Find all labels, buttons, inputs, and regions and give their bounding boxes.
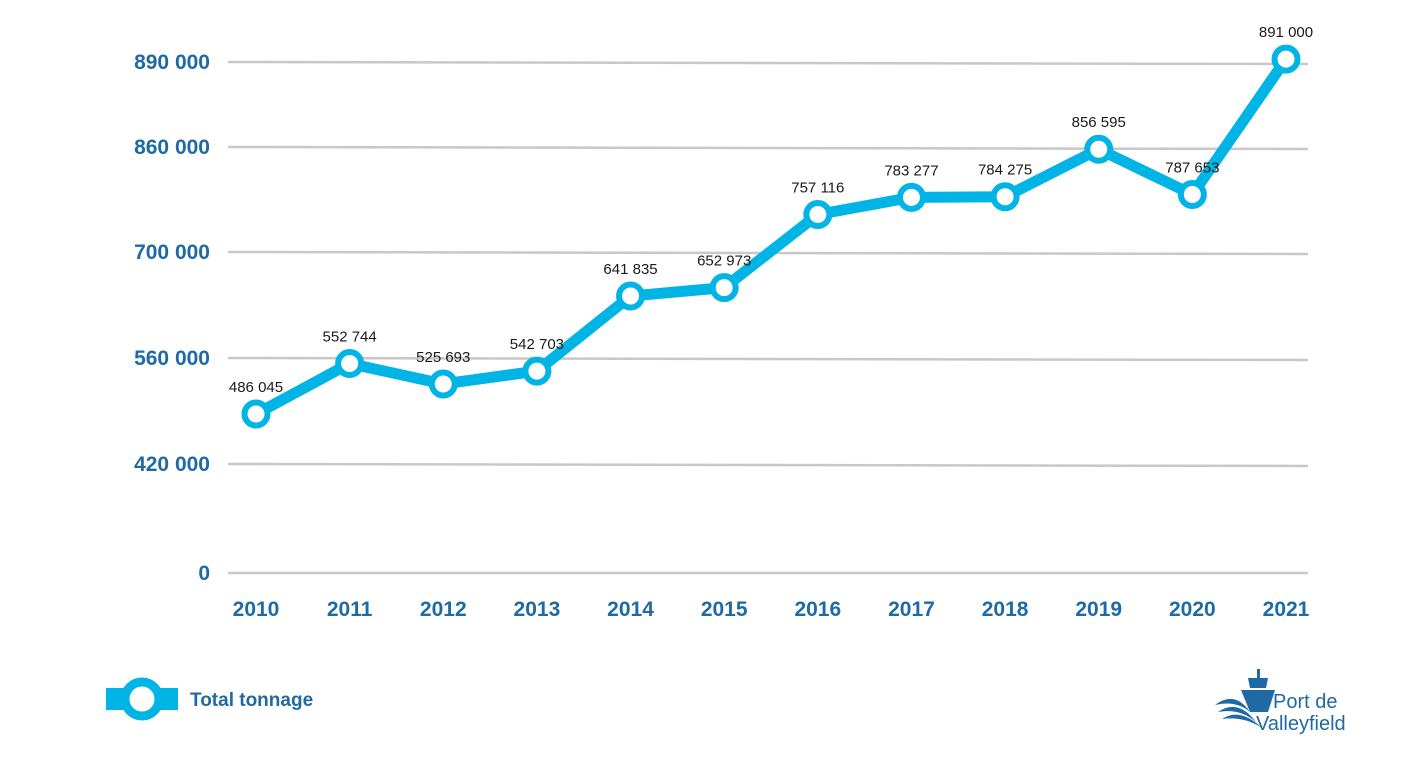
y-tick-label: 890 000 bbox=[134, 51, 210, 74]
data-point bbox=[990, 182, 1020, 212]
y-tick-label: 860 000 bbox=[134, 136, 210, 159]
x-tick-label: 2017 bbox=[888, 598, 935, 621]
logo-line1: Port de bbox=[1273, 691, 1337, 713]
x-tick-label: 2020 bbox=[1169, 598, 1216, 621]
x-tick-label: 2016 bbox=[794, 598, 841, 621]
data-label: 486 045 bbox=[229, 379, 283, 396]
x-tick-label: 2010 bbox=[233, 598, 280, 621]
data-label: 757 116 bbox=[791, 180, 844, 197]
x-tick-label: 2014 bbox=[607, 598, 654, 621]
gridline bbox=[227, 356, 1309, 362]
data-label: 787 653 bbox=[1165, 159, 1219, 176]
data-point bbox=[709, 273, 739, 303]
x-tick-label: 2012 bbox=[420, 598, 467, 621]
data-label: 525 693 bbox=[416, 349, 470, 366]
data-point bbox=[522, 356, 552, 386]
gridline bbox=[227, 145, 1309, 151]
logo-line2: Valleyfield bbox=[1256, 713, 1346, 735]
gridline bbox=[227, 462, 1309, 468]
gridline bbox=[227, 60, 1309, 66]
series-line bbox=[250, 53, 1292, 420]
port-logo: Port de Valleyfield bbox=[1215, 669, 1346, 735]
data-point bbox=[1177, 179, 1207, 209]
x-axis-ticks: 2010 2011 2012 2013 2014 2015 2016 2017 2018 2019… bbox=[233, 598, 1310, 621]
ship-icon bbox=[1215, 669, 1275, 728]
data-label: 783 277 bbox=[884, 162, 938, 179]
y-tick-label: 560 000 bbox=[134, 347, 210, 370]
data-point bbox=[335, 348, 365, 378]
data-point bbox=[241, 399, 271, 429]
data-point bbox=[616, 281, 646, 311]
data-point bbox=[1271, 44, 1301, 74]
legend-marker bbox=[120, 677, 164, 721]
y-tick-label: 700 000 bbox=[134, 241, 210, 264]
x-tick-label: 2018 bbox=[982, 598, 1029, 621]
data-point bbox=[1084, 134, 1114, 164]
legend-label: Total tonnage bbox=[190, 690, 313, 711]
data-point bbox=[896, 182, 926, 212]
y-tick-label: 420 000 bbox=[134, 453, 210, 476]
data-label: 542 703 bbox=[510, 336, 564, 353]
data-label: 856 595 bbox=[1072, 114, 1126, 131]
x-tick-label: 2015 bbox=[701, 598, 748, 621]
data-labels: 486 045 552 744 525 693 542 703 641 835 652 9… bbox=[229, 24, 1313, 396]
data-label: 552 744 bbox=[323, 328, 377, 345]
x-tick-label: 2021 bbox=[1263, 598, 1310, 621]
x-tick-label: 2011 bbox=[327, 598, 373, 621]
data-label: 641 835 bbox=[603, 261, 657, 278]
data-label: 784 275 bbox=[978, 162, 1032, 179]
series-total-tonnage bbox=[241, 44, 1301, 429]
data-label: 891 000 bbox=[1259, 24, 1313, 41]
data-point bbox=[803, 200, 833, 230]
x-tick-label: 2013 bbox=[514, 598, 561, 621]
x-tick-label: 2019 bbox=[1075, 598, 1122, 621]
data-point bbox=[428, 369, 458, 399]
data-label: 652 973 bbox=[697, 253, 751, 270]
gridlines bbox=[227, 60, 1309, 575]
legend: Total tonnage bbox=[106, 677, 313, 721]
y-axis-ticks: 0 420 000 560 000 700 000 860 000 890 000 bbox=[134, 51, 210, 585]
y-tick-label: 0 bbox=[198, 562, 210, 585]
